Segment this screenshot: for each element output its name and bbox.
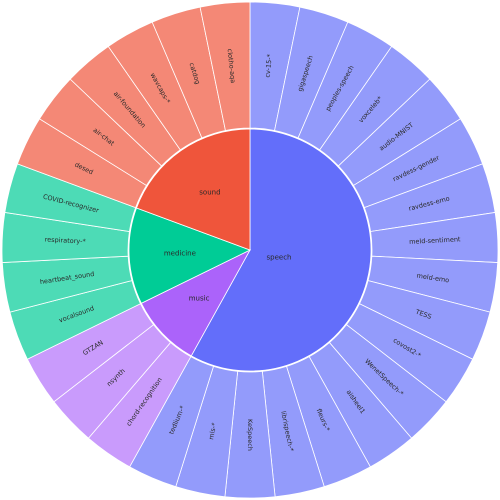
ring-outer-air-chat[interactable] xyxy=(38,78,163,187)
ring-outer-kespeech[interactable] xyxy=(224,370,276,499)
ring-outer-voxceleb[interactable] xyxy=(319,45,431,167)
ring-outer-heartbeat-sound[interactable] xyxy=(1,255,133,313)
ring-outer-nsynth[interactable] xyxy=(53,324,172,439)
ring-inner-speech[interactable] xyxy=(190,128,372,372)
ring-outer-wavcaps[interactable] xyxy=(107,21,203,151)
ring-outer-respiratory[interactable] xyxy=(1,211,130,263)
ring-outer-wenetspeech[interactable] xyxy=(328,324,447,439)
ring-outer-desed[interactable] xyxy=(16,118,148,209)
ring-inner-medicine[interactable] xyxy=(128,207,252,304)
ring-outer-librispeech[interactable] xyxy=(261,365,325,498)
ring-outer-meld-emo[interactable] xyxy=(367,255,499,313)
ring-outer-ravdess-gender[interactable] xyxy=(352,118,484,209)
ring-outer-chord-recognition[interactable] xyxy=(87,342,192,468)
ring-outer-gtzan[interactable] xyxy=(26,303,155,403)
ring-outer-vocalsound[interactable] xyxy=(9,280,142,360)
ring-outer-aisheel1[interactable] xyxy=(308,342,413,468)
ring-outer-fleurs[interactable] xyxy=(286,356,371,488)
ring-inner-music[interactable] xyxy=(140,249,251,357)
ring-outer-mls[interactable] xyxy=(175,365,239,498)
ring-outer-air-foundation[interactable] xyxy=(69,45,181,167)
ring-inner-sound[interactable] xyxy=(136,128,251,251)
ring-outer-ravdess-emo[interactable] xyxy=(363,163,496,232)
ring-outer-clotho-aqa[interactable] xyxy=(199,1,251,131)
ring-outer-gigaspeech[interactable] xyxy=(274,6,349,139)
ring-outer-tedlium[interactable] xyxy=(129,356,214,488)
ring-outer-covid-recognizer[interactable] xyxy=(4,163,137,232)
ring-outer-peoples-speech[interactable] xyxy=(297,21,393,151)
ring-outer-audio-mnist[interactable] xyxy=(337,78,462,187)
ring-outer-tess[interactable] xyxy=(358,280,491,360)
ring-outer-meld-sentiment[interactable] xyxy=(370,211,499,263)
ring-outer-catdog[interactable] xyxy=(151,6,226,139)
ring-outer-covost2[interactable] xyxy=(345,303,474,403)
